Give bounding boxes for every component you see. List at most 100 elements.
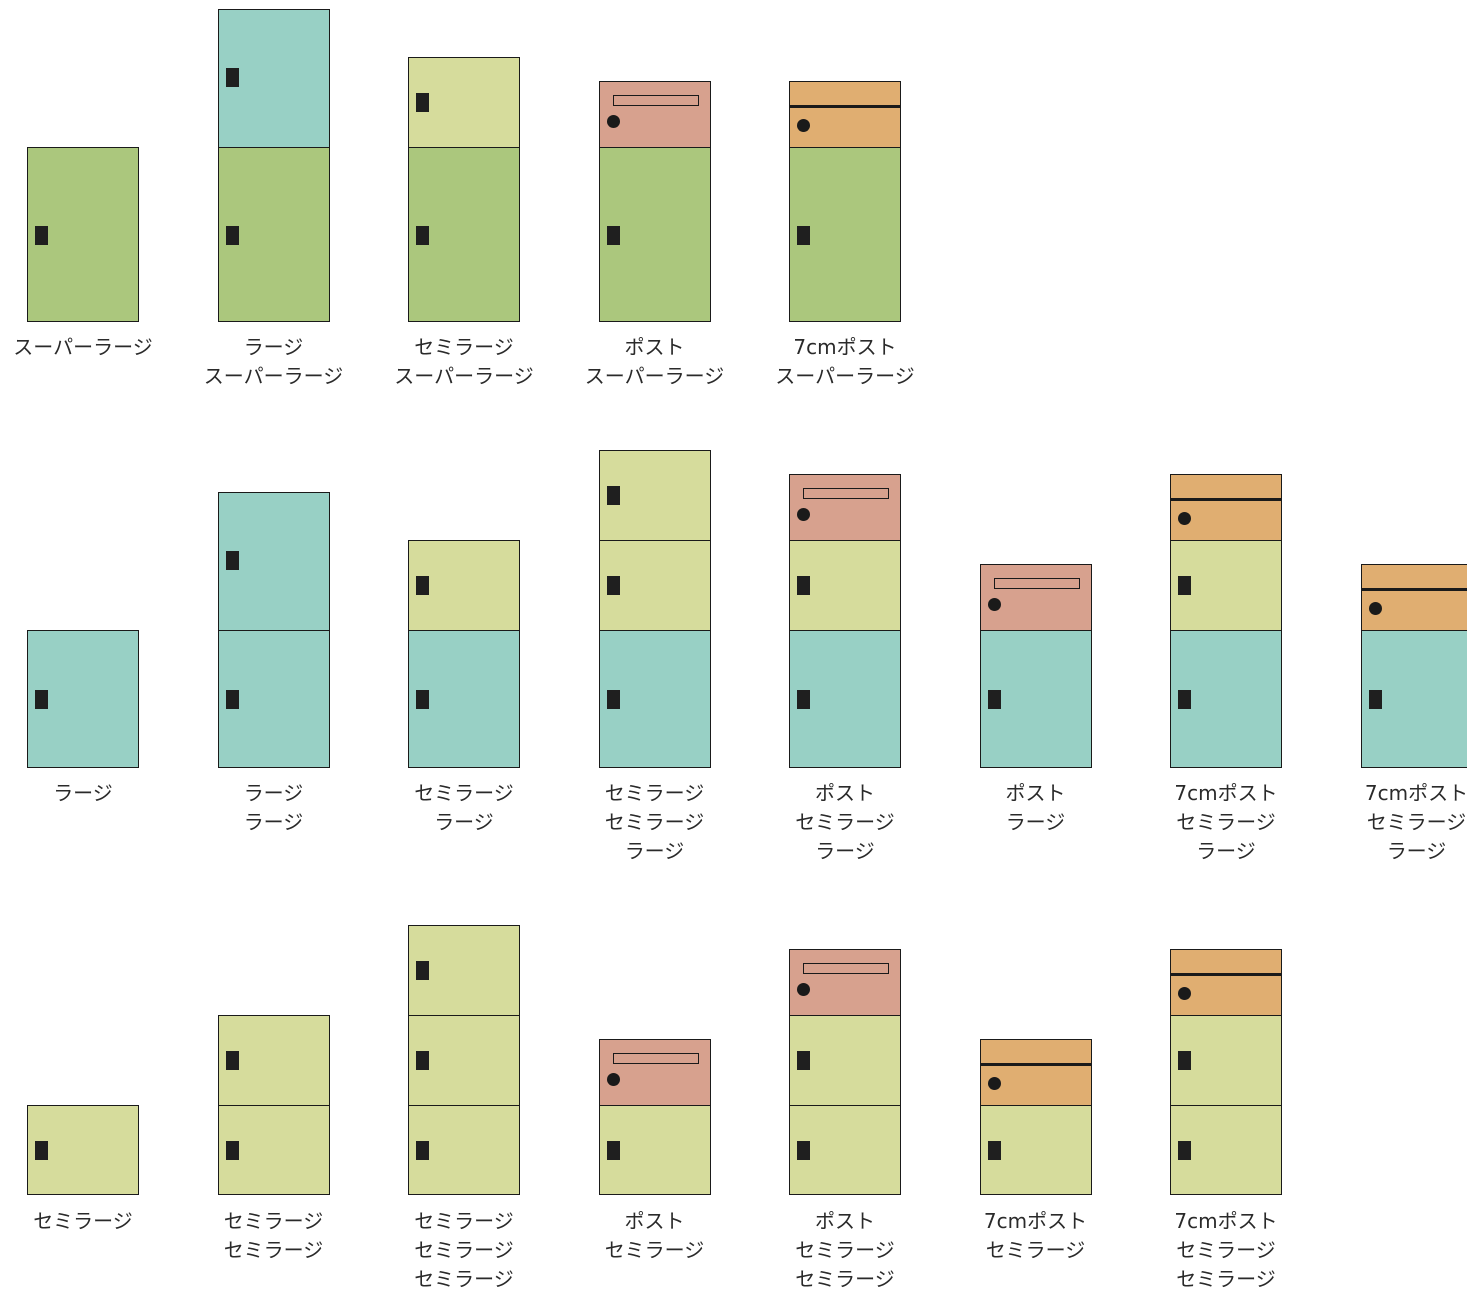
locker-unit-large bbox=[789, 630, 901, 768]
locker-unit-semi bbox=[408, 1105, 520, 1195]
locker-unit-post bbox=[979, 564, 1092, 631]
locker-unit-semi bbox=[789, 540, 901, 631]
locker-unit-large bbox=[408, 630, 520, 768]
lock-icon bbox=[1368, 602, 1382, 615]
door-handle-icon bbox=[1368, 690, 1382, 709]
label-line: セミラージ bbox=[604, 1238, 705, 1262]
locker-unit-semi bbox=[598, 450, 711, 541]
label-line: セミラージ bbox=[795, 810, 895, 834]
column-label: ポスト セミラージ セミラージ bbox=[750, 1207, 940, 1294]
label-line: セミラージ bbox=[223, 1238, 324, 1262]
label-line: ラージ bbox=[1005, 810, 1066, 834]
locker-unit-semi bbox=[408, 925, 520, 1016]
door-handle-icon bbox=[416, 1051, 429, 1070]
label-line: セミラージ bbox=[223, 1209, 324, 1233]
column-label: ラージ bbox=[0, 779, 178, 808]
locker-unit-semi bbox=[979, 1105, 1092, 1195]
label-line: ラージ bbox=[815, 839, 875, 863]
label-line: スーパーラージ bbox=[394, 364, 534, 388]
label-line: セミラージ bbox=[414, 781, 514, 805]
mail-slot-icon bbox=[612, 95, 699, 106]
door-handle-icon bbox=[225, 551, 239, 570]
locker-unit-semi bbox=[408, 57, 520, 148]
column-label: 7cmポスト セミラージ bbox=[941, 1207, 1131, 1265]
door-handle-icon bbox=[225, 1051, 239, 1070]
locker-unit-post bbox=[598, 81, 711, 148]
locker-unit-super bbox=[598, 147, 711, 322]
divider-line bbox=[790, 105, 900, 108]
door-handle-icon bbox=[416, 226, 429, 245]
column-label: セミラージ bbox=[0, 1207, 178, 1236]
door-handle-icon bbox=[416, 1141, 429, 1160]
column-label: ポストスーパーラージ bbox=[560, 333, 750, 391]
lock-icon bbox=[797, 983, 810, 996]
label-line: セミラージ bbox=[414, 1209, 514, 1233]
door-handle-icon bbox=[797, 1051, 810, 1070]
column-label: スーパーラージ bbox=[0, 333, 178, 362]
locker-unit-post7 bbox=[1360, 564, 1467, 631]
door-handle-icon bbox=[797, 226, 810, 245]
door-handle-icon bbox=[35, 226, 48, 245]
locker-unit-super bbox=[27, 147, 139, 322]
locker-unit-semi bbox=[27, 1105, 139, 1195]
label-line: セミラージ bbox=[604, 810, 705, 834]
label-line: 7cmポスト bbox=[983, 1209, 1088, 1233]
label-line: セミラージ bbox=[795, 1238, 895, 1262]
lock-icon bbox=[797, 508, 810, 521]
column-label: 7cmポスト セミラージラージ bbox=[1131, 779, 1321, 866]
label-line: セミラージ bbox=[1176, 1238, 1276, 1262]
column-label: セミラージ セミラージ セミラージ bbox=[369, 1207, 559, 1294]
lock-icon bbox=[606, 1073, 620, 1086]
label-line: ラージ bbox=[1386, 839, 1447, 863]
label-line: ラージ bbox=[624, 839, 685, 863]
label-line: 7cmポスト bbox=[1174, 1209, 1278, 1233]
locker-unit-semi bbox=[217, 1105, 330, 1195]
label-line: セミラージ bbox=[414, 1267, 514, 1291]
door-handle-icon bbox=[606, 1141, 620, 1160]
door-handle-icon bbox=[987, 1141, 1001, 1160]
lock-icon bbox=[1178, 987, 1191, 1000]
locker-unit-large bbox=[217, 492, 330, 631]
label-line: セミラージ bbox=[985, 1238, 1086, 1262]
locker-unit-semi bbox=[1170, 1105, 1282, 1195]
locker-unit-post7 bbox=[979, 1039, 1092, 1106]
door-handle-icon bbox=[35, 1141, 48, 1160]
door-handle-icon bbox=[416, 690, 429, 709]
column-label: ポストセミラージラージ bbox=[750, 779, 940, 866]
locker-unit-post7 bbox=[1170, 949, 1282, 1016]
locker-unit-large bbox=[1360, 630, 1467, 768]
label-line: セミラージ bbox=[795, 1267, 895, 1291]
door-handle-icon bbox=[416, 93, 429, 112]
column-label: ラージ スーパーラージ bbox=[179, 333, 369, 391]
door-handle-icon bbox=[225, 1141, 239, 1160]
label-line: セミラージ bbox=[414, 1238, 514, 1262]
label-line: スーパーラージ bbox=[203, 364, 344, 388]
locker-unit-post7 bbox=[1170, 474, 1282, 541]
door-handle-icon bbox=[797, 690, 810, 709]
label-line: スーパーラージ bbox=[584, 364, 725, 388]
divider-line bbox=[1171, 498, 1281, 501]
label-line: セミラージ bbox=[1176, 810, 1276, 834]
door-handle-icon bbox=[1178, 690, 1191, 709]
divider-line bbox=[980, 1063, 1091, 1066]
label-line: スーパーラージ bbox=[13, 335, 153, 359]
locker-unit-semi bbox=[1170, 540, 1282, 631]
locker-unit-large bbox=[217, 9, 330, 148]
label-line: ラージ bbox=[1196, 839, 1256, 863]
label-line: 7cmポスト bbox=[793, 335, 897, 359]
label-line: ポスト bbox=[624, 1209, 685, 1233]
label-line: ポスト bbox=[624, 335, 685, 359]
mail-slot-icon bbox=[993, 578, 1080, 589]
locker-unit-large bbox=[979, 630, 1092, 768]
label-line: ラージ bbox=[434, 810, 494, 834]
label-line: 7cmポスト bbox=[1174, 781, 1278, 805]
lock-icon bbox=[987, 1077, 1001, 1090]
column-label: セミラージ セミラージ bbox=[179, 1207, 369, 1265]
label-line: ポスト bbox=[815, 781, 875, 805]
door-handle-icon bbox=[225, 690, 239, 709]
divider-line bbox=[1171, 973, 1281, 976]
door-handle-icon bbox=[606, 486, 620, 505]
locker-unit-semi bbox=[789, 1015, 901, 1106]
column-label: 7cmポスト セミラージ セミラージ bbox=[1131, 1207, 1321, 1294]
